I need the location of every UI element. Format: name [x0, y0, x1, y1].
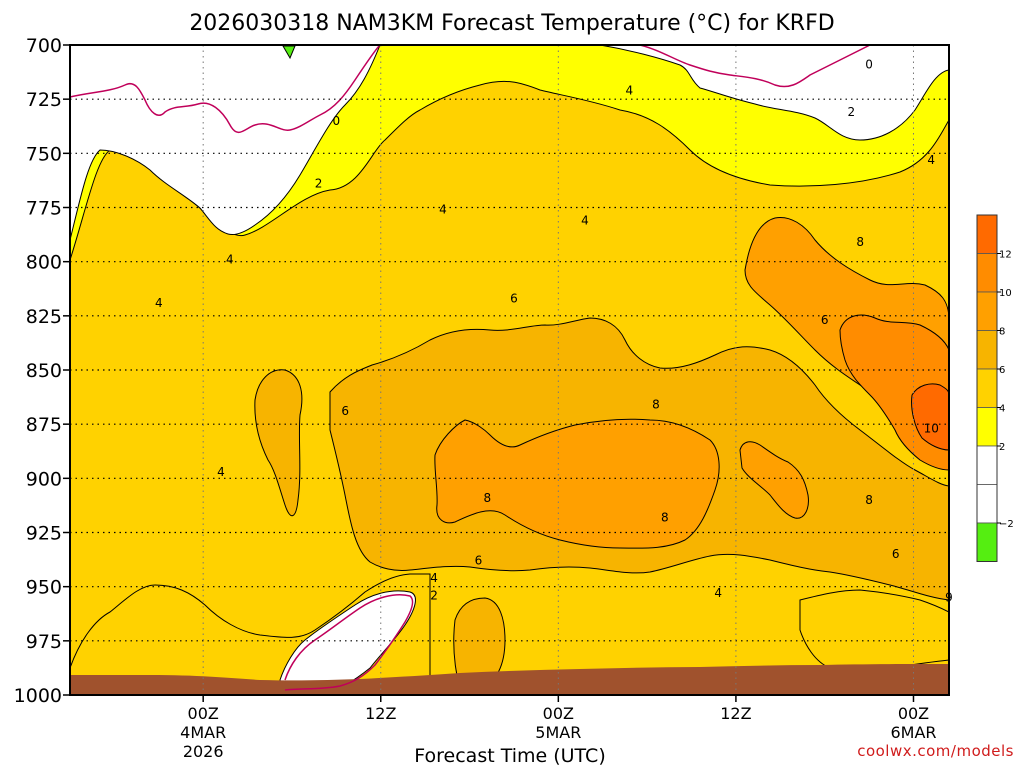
colorbar-bin	[976, 368, 998, 408]
field-layer	[70, 45, 949, 695]
y-tick-label: 950	[26, 577, 62, 599]
field-band-8-10-center	[434, 418, 720, 549]
contour-label: 4	[226, 253, 234, 267]
y-tick-label: 725	[26, 89, 62, 111]
contour-label: 4	[581, 214, 589, 228]
contour-label: 4	[217, 465, 225, 479]
y-tick-label: 825	[26, 306, 62, 328]
colorbar-tick-label: 4	[999, 404, 1005, 415]
y-tick-label: 975	[26, 631, 62, 653]
x-tick-label: 4MAR	[180, 723, 226, 742]
field-band-0-2-upper-right	[599, 45, 949, 141]
x-tick-label: 6MAR	[890, 723, 936, 742]
contour-label: 0	[865, 58, 873, 72]
contour-label: 2	[430, 588, 438, 602]
contour-labels: 0 0 2 2 2 4 4 4 4 4 4 4 4 4 6 6 6 6 6 8 8 8 8 8 10 9	[155, 58, 953, 605]
colorbar-tick-label: 6	[999, 365, 1005, 376]
contour-label: 4	[927, 153, 935, 167]
colorbar-bin	[976, 484, 998, 524]
y-tick-label: 875	[26, 414, 62, 436]
contour-label: 6	[475, 554, 483, 568]
source-credit[interactable]: coolwx.com/models	[857, 742, 1014, 760]
contour-label: 4	[155, 296, 163, 310]
y-tick-label: 700	[26, 35, 62, 57]
contour-label: 4	[626, 84, 634, 98]
colorbar-tick-label: 10	[999, 288, 1012, 299]
y-tick-label: 775	[26, 198, 62, 220]
colorbar: 12 10 8 6 4 2 −2	[976, 214, 1014, 562]
zero-contour-lower	[284, 594, 414, 691]
colorbar-bin	[976, 522, 998, 562]
terrain	[70, 664, 949, 695]
zero-contour-upper-right	[639, 45, 871, 88]
x-tick-label: 00Z	[898, 704, 929, 723]
field-band-0-2-lower	[279, 590, 416, 695]
colorbar-frame	[976, 214, 998, 562]
colorbar-tick-label: 12	[999, 250, 1012, 261]
field-band-6-8-lower	[453, 597, 506, 691]
y-tick-label: 850	[26, 360, 62, 382]
colorbar-bin	[976, 407, 998, 447]
x-tick-label: 5MAR	[535, 723, 581, 742]
y-tick-label: 1000	[14, 685, 62, 707]
x-tick-label: 2026	[183, 742, 224, 761]
y-tick-label: 900	[26, 468, 62, 490]
field-band-4-6-right-lower	[799, 589, 949, 670]
colorbar-bin	[976, 330, 998, 370]
x-tick-label: 12Z	[720, 704, 751, 723]
contour-label: 6	[892, 547, 900, 561]
contour-label: 9	[945, 591, 953, 605]
y-axis: 700 725 750 775 800 825 850 875 900 925 950 975 1000	[14, 35, 70, 707]
field-band-8-10-small	[739, 441, 809, 519]
contour-label: 4	[430, 571, 438, 585]
contour-label: 0	[333, 114, 341, 128]
contour-label: 8	[865, 493, 873, 507]
colorbar-bin	[976, 291, 998, 331]
contour-label: 2	[315, 177, 323, 191]
contour-label: 10	[924, 422, 939, 436]
x-tick-label: 00Z	[543, 704, 574, 723]
colorbar-bin	[976, 445, 998, 485]
x-tick-label: 00Z	[188, 704, 219, 723]
grid	[70, 45, 949, 695]
field-band-0-2-upper	[70, 45, 381, 241]
contour-label: 6	[510, 292, 518, 306]
contour-label: 6	[821, 313, 829, 327]
x-tick-label: 12Z	[365, 704, 396, 723]
chart-title: 2026030318 NAM3KM Forecast Temperature (…	[189, 11, 834, 36]
contour-label: 8	[661, 510, 669, 524]
colorbar-tick-label: −2	[999, 519, 1014, 530]
contour-label: 8	[856, 235, 864, 249]
contour-label: 6	[341, 404, 349, 418]
contour-label: 4	[439, 203, 447, 217]
contour-label: 2	[848, 105, 856, 119]
contour-label: 4	[714, 586, 722, 600]
zero-contour-upper-left	[70, 45, 381, 134]
field-band-12-14	[911, 383, 949, 451]
colorbar-bin	[976, 214, 998, 254]
y-tick-label: 925	[26, 523, 62, 545]
colorbar-tick-label: 2	[999, 442, 1005, 453]
colorbar-tick-label: 8	[999, 327, 1005, 338]
colorbar-bin	[976, 253, 998, 293]
x-axis-label: Forecast Time (UTC)	[414, 745, 605, 767]
y-tick-label: 800	[26, 252, 62, 274]
y-tick-label: 750	[26, 143, 62, 165]
contour-label: 8	[652, 398, 660, 412]
contour-label: 8	[483, 491, 491, 505]
